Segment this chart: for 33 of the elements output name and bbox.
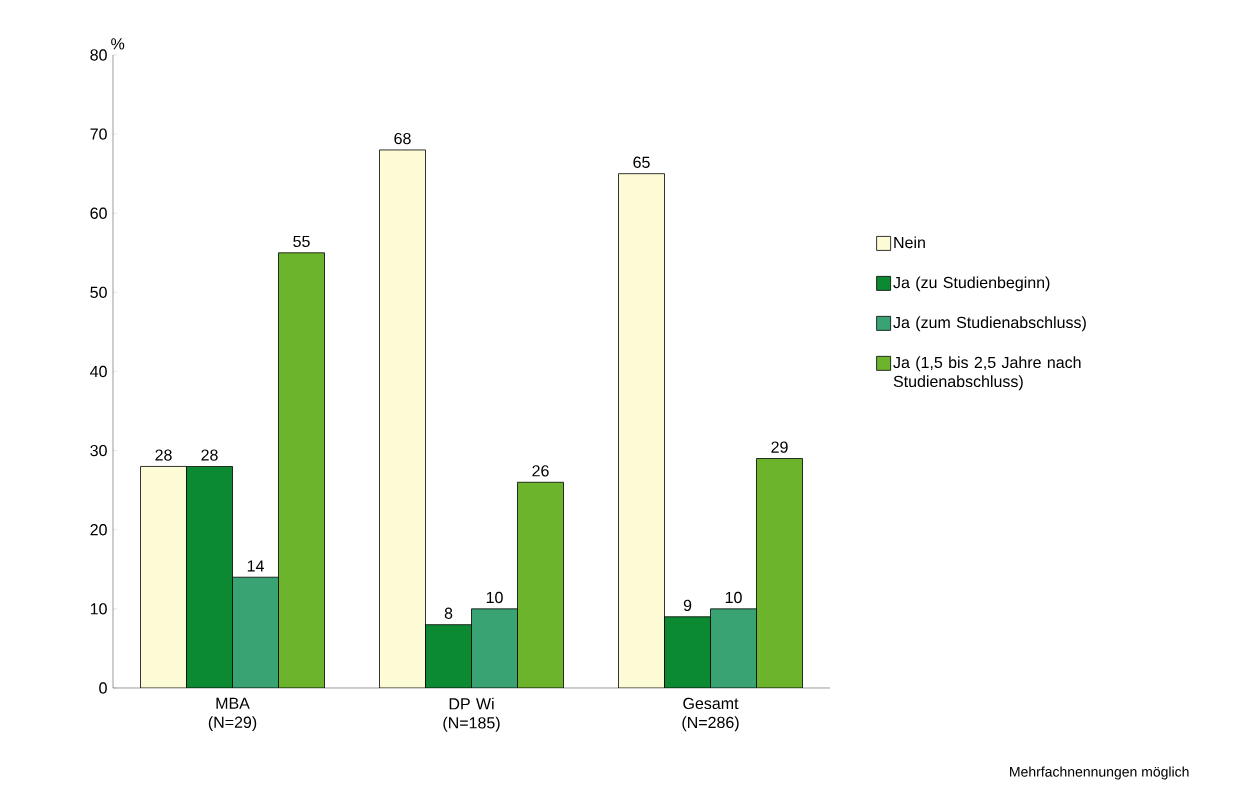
bar bbox=[471, 608, 518, 688]
y-tick-label: 10 bbox=[90, 603, 107, 615]
text: Mehrfachnennungen möglich bbox=[1010, 766, 1189, 780]
y-tick-label: 50 bbox=[90, 286, 107, 299]
data-label: 29 bbox=[771, 441, 788, 453]
data-label: 8 bbox=[444, 607, 453, 619]
data-label: 28 bbox=[155, 449, 172, 461]
y-tick-label: 0 bbox=[99, 682, 107, 694]
y-tick-label: 60 bbox=[90, 207, 107, 219]
x-tick-label: MBA (N=29) bbox=[208, 697, 257, 732]
legend-label: Nein bbox=[894, 236, 925, 249]
data-label: 26 bbox=[532, 465, 549, 477]
data-label: 10 bbox=[486, 591, 503, 604]
data-label: 10 bbox=[725, 591, 742, 604]
bar bbox=[710, 608, 757, 688]
data-label: 68 bbox=[394, 132, 411, 145]
x-tick-label: DP Wi (N=185) bbox=[443, 697, 500, 732]
legend-label: Ja (1,5 bis 2,5 Jahre nach Studienabschluss) bbox=[893, 356, 1081, 391]
y-tick-label: 80 bbox=[90, 49, 107, 61]
legend-label: Ja (zum Studienabschluss) bbox=[893, 316, 1086, 332]
x-tick-label: Gesamt (N=286) bbox=[682, 697, 739, 732]
bar bbox=[232, 576, 279, 688]
data-label: 14 bbox=[247, 560, 264, 572]
data-label: 55 bbox=[293, 235, 310, 248]
legend-label: Ja (zu Studienbeginn) bbox=[893, 276, 1050, 292]
data-label: 65 bbox=[633, 156, 650, 168]
y-tick-label: 20 bbox=[90, 524, 107, 536]
y-tick-label: 30 bbox=[90, 444, 107, 457]
data-label: 28 bbox=[201, 449, 218, 461]
data-label: 9 bbox=[683, 599, 692, 612]
y-tick-label: 40 bbox=[90, 365, 107, 378]
y-axis-title: % bbox=[111, 38, 125, 50]
y-tick-label: 70 bbox=[90, 128, 107, 140]
